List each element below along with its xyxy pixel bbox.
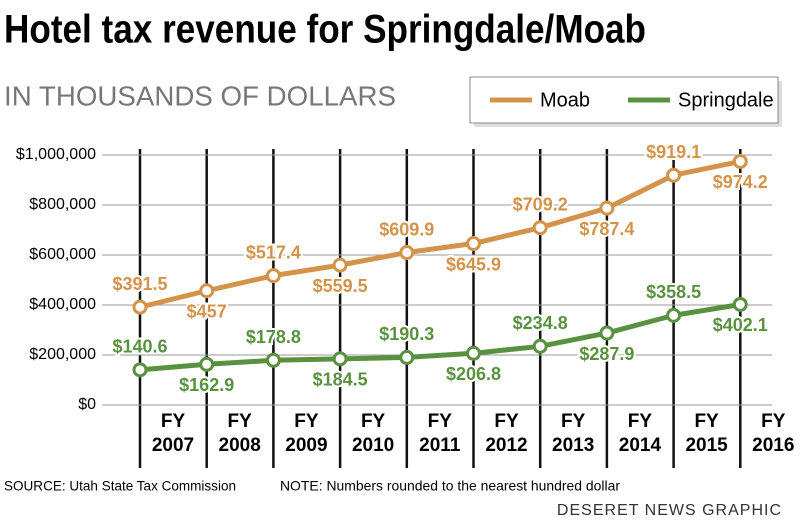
x-tick-label: FY 2016 bbox=[752, 411, 795, 456]
value-label: $358.5 bbox=[646, 282, 701, 302]
point bbox=[666, 167, 682, 183]
x-tick-label: FY 2015 bbox=[685, 411, 728, 456]
point bbox=[132, 299, 148, 315]
x-tick-label: FY 2008 bbox=[218, 411, 261, 456]
y-tick-label: $0 bbox=[78, 396, 96, 413]
value-label: $609.9 bbox=[379, 219, 434, 239]
point bbox=[265, 268, 281, 284]
value-label: $787.4 bbox=[579, 219, 634, 239]
point bbox=[599, 200, 615, 216]
value-label: $919.1 bbox=[646, 142, 701, 162]
y-tick-label: $200,000 bbox=[29, 346, 96, 363]
point bbox=[666, 307, 682, 323]
point bbox=[332, 257, 348, 273]
x-tick-label: FY 2007 bbox=[151, 411, 195, 456]
y-tick-label: $800,000 bbox=[29, 196, 96, 213]
value-label: $709.2 bbox=[513, 194, 568, 214]
legend-label: Moab bbox=[540, 89, 590, 111]
value-label: $184.5 bbox=[313, 370, 368, 390]
point bbox=[332, 351, 348, 367]
credit: DESERET NEWS GRAPHIC bbox=[557, 502, 782, 519]
value-label: $559.5 bbox=[313, 276, 368, 296]
y-tick-label: $400,000 bbox=[29, 296, 96, 313]
point bbox=[532, 220, 548, 236]
point bbox=[399, 349, 415, 365]
value-label: $974.2 bbox=[713, 172, 768, 192]
source: SOURCE: Utah State Tax Commission bbox=[4, 478, 236, 494]
y-tick-label: $600,000 bbox=[29, 246, 96, 263]
value-label: $206.8 bbox=[446, 364, 501, 384]
point bbox=[466, 236, 481, 252]
point bbox=[199, 283, 215, 299]
value-label: $162.9 bbox=[179, 375, 234, 395]
series-line bbox=[139, 159, 741, 310]
point bbox=[466, 345, 481, 361]
point bbox=[199, 356, 215, 372]
value-label: $645.9 bbox=[446, 254, 501, 274]
point bbox=[599, 325, 615, 341]
x-tick-label: FY 2014 bbox=[618, 411, 662, 456]
value-label: $287.9 bbox=[579, 344, 634, 364]
value-label: $402.1 bbox=[713, 315, 768, 335]
x-tick-label: FY 2013 bbox=[552, 411, 595, 456]
point bbox=[132, 362, 148, 378]
point bbox=[265, 352, 281, 368]
value-label: $190.3 bbox=[379, 324, 434, 344]
note: NOTE: Numbers rounded to the nearest hun… bbox=[280, 478, 620, 494]
x-tick-label: FY 2009 bbox=[285, 411, 328, 456]
x-tick-label: FY 2012 bbox=[485, 411, 528, 456]
series-line bbox=[139, 302, 741, 373]
point bbox=[732, 153, 748, 169]
value-label: $517.4 bbox=[246, 242, 301, 262]
point bbox=[532, 338, 548, 354]
value-label: $140.6 bbox=[112, 337, 167, 357]
legend-label: Springdale bbox=[678, 89, 774, 111]
chart-title: Hotel tax revenue for Springdale/Moab bbox=[4, 8, 646, 52]
point bbox=[399, 245, 415, 261]
value-label: $457 bbox=[187, 302, 227, 322]
y-tick-label: $1,000,000 bbox=[16, 146, 96, 163]
value-label: $178.8 bbox=[246, 327, 301, 347]
x-tick-label: FY 2011 bbox=[419, 411, 461, 456]
chart-subtitle: IN THOUSANDS OF DOLLARS bbox=[4, 80, 396, 111]
point bbox=[732, 296, 748, 312]
x-tick-label: FY 2010 bbox=[351, 411, 395, 456]
value-label: $391.5 bbox=[112, 274, 167, 294]
value-label: $234.8 bbox=[513, 313, 568, 333]
